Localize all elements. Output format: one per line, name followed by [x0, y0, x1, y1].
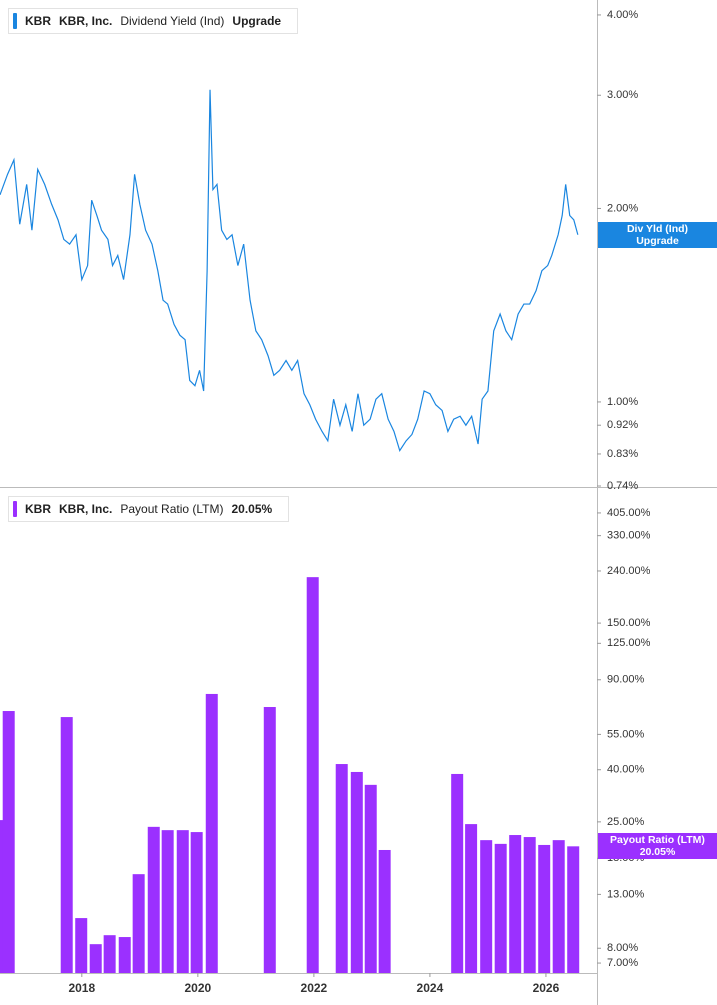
bar: [147, 826, 160, 973]
bar: [132, 874, 145, 973]
y-tick-label: 2.00%: [607, 202, 638, 214]
bar: [89, 944, 102, 973]
badge-status: Upgrade: [636, 234, 679, 247]
y-tick-label: 405.00%: [607, 507, 651, 519]
legend-swatch: [13, 501, 17, 517]
last-value-badge: Div Yld (Ind) Upgrade: [598, 221, 717, 248]
bar: [378, 849, 391, 973]
bar: [306, 577, 319, 973]
legend-entry: Payout Ratio (LTM): [120, 502, 224, 516]
last-value-badge: Payout Ratio (LTM) 20.05%: [598, 833, 717, 860]
bar: [118, 937, 131, 973]
bar: [350, 771, 363, 973]
badge-label: Payout Ratio (LTM): [610, 834, 705, 847]
legend: KBR KBR, Inc. Dividend Yield (Ind) Upgra…: [8, 8, 299, 34]
bar: [263, 707, 276, 973]
status[interactable]: Upgrade: [232, 14, 282, 28]
bar: [335, 764, 348, 973]
ticker: KBR: [25, 14, 51, 28]
badge-label: Div Yld (Ind): [626, 222, 689, 235]
bar: [523, 837, 536, 973]
bar: [465, 824, 478, 973]
y-tick-label: 13.00%: [607, 888, 645, 900]
bar: [451, 773, 464, 973]
legend-value: 20.05%: [231, 502, 273, 516]
y-tick-label: 0.83%: [607, 448, 638, 460]
y-tick-label: 330.00%: [607, 530, 651, 542]
bar: [161, 830, 174, 973]
legend-swatch: [13, 13, 17, 29]
x-tick-label: 2018: [68, 981, 95, 995]
legend-entry: Dividend Yield (Ind): [120, 14, 225, 28]
x-tick-label: 2022: [301, 981, 328, 995]
bar: [552, 840, 565, 973]
y-tick-label: 125.00%: [607, 637, 651, 649]
bar: [75, 918, 88, 973]
bar: [2, 711, 15, 973]
y-tick-label: 0.92%: [607, 419, 638, 431]
y-tick-label: 150.00%: [607, 617, 651, 629]
line-series: [0, 89, 579, 453]
bar: [509, 835, 522, 973]
bar: [205, 693, 218, 973]
y-tick-label: 90.00%: [607, 674, 645, 686]
bar: [364, 784, 377, 973]
legend: KBR KBR, Inc. Payout Ratio (LTM) 20.05%: [8, 496, 290, 522]
bar: [190, 832, 203, 973]
bar: [538, 844, 551, 973]
bar: [480, 840, 493, 973]
bar: [103, 935, 116, 973]
y-tick-label: 25.00%: [607, 816, 645, 828]
y-tick-label: 0.74%: [607, 480, 638, 492]
bar: [60, 717, 73, 973]
ticker: KBR: [25, 502, 51, 516]
y-tick-label: 55.00%: [607, 728, 645, 740]
badge-value: 20.05%: [639, 846, 676, 859]
y-tick-label: 8.00%: [607, 942, 638, 954]
y-tick-label: 240.00%: [607, 565, 651, 577]
company: KBR, Inc.: [59, 14, 113, 28]
x-tick-label: 2026: [533, 981, 560, 995]
bar: [567, 846, 580, 973]
company: KBR, Inc.: [59, 502, 113, 516]
y-tick-label: 3.00%: [607, 89, 638, 101]
bar: [494, 843, 507, 973]
bar: [176, 830, 189, 973]
x-tick-label: 2020: [184, 981, 211, 995]
y-tick-label: 1.00%: [607, 396, 638, 408]
y-tick-label: 7.00%: [607, 957, 638, 969]
x-tick-label: 2024: [417, 981, 444, 995]
y-tick-label: 4.00%: [607, 9, 638, 21]
y-tick-label: 40.00%: [607, 764, 645, 776]
